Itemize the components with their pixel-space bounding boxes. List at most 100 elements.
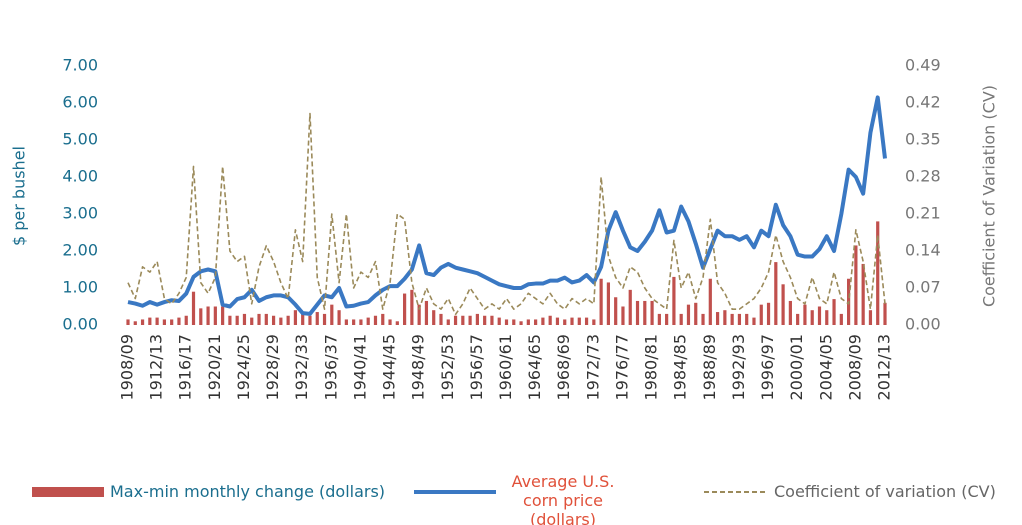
bar <box>344 319 348 325</box>
x-tick-label: 2012/13 <box>875 334 894 400</box>
bar <box>621 306 625 325</box>
y-tick-label: 1.00 <box>62 278 98 297</box>
bar <box>177 317 181 325</box>
bar <box>584 317 589 325</box>
bar <box>301 313 305 325</box>
bar <box>715 312 720 325</box>
legend-label: Max-min monthly change (dollars) <box>110 482 386 501</box>
x-tick-label: 1928/29 <box>263 334 282 400</box>
bar <box>395 321 399 325</box>
bar <box>512 319 516 325</box>
bar <box>424 300 429 325</box>
bar <box>293 310 298 325</box>
bar <box>810 310 814 325</box>
bar <box>730 313 734 325</box>
bar <box>148 317 152 325</box>
y2-tick-label: 0.14 <box>905 241 941 260</box>
bar <box>563 319 567 325</box>
bar <box>701 313 705 325</box>
x-tick-label: 1948/49 <box>409 334 428 400</box>
x-tick-label: 1988/89 <box>700 334 719 400</box>
bar <box>803 304 807 325</box>
y-tick-label: 6.00 <box>62 93 98 112</box>
x-tick-label: 1936/37 <box>321 334 340 400</box>
y2-axis-label: Coefficient of Variation (CV) <box>980 85 999 307</box>
bar <box>708 278 712 325</box>
x-tick-label: 1952/53 <box>438 334 457 400</box>
y-tick-label: 4.00 <box>62 167 98 186</box>
legend-swatch-line <box>414 490 496 494</box>
x-tick-label: 1912/13 <box>147 334 166 400</box>
bar <box>541 317 545 325</box>
bar <box>774 262 778 325</box>
y-tick-label: 3.00 <box>62 204 98 223</box>
x-tick-label: 2000/01 <box>787 334 806 400</box>
bar <box>883 302 887 325</box>
bar <box>191 291 196 325</box>
bar <box>570 317 574 325</box>
bar <box>490 315 494 325</box>
bar <box>279 317 283 325</box>
bar <box>657 313 661 325</box>
bar <box>432 310 436 325</box>
bar <box>737 313 742 325</box>
bar <box>504 319 509 325</box>
bar <box>337 310 341 325</box>
bar <box>861 263 865 325</box>
y2-tick-label: 0.28 <box>905 167 941 186</box>
x-tick-label: 1908/09 <box>118 334 137 400</box>
bar <box>271 315 276 325</box>
bar <box>402 293 407 325</box>
bar <box>483 315 487 325</box>
x-tick-label: 1944/45 <box>380 334 399 400</box>
bar <box>308 315 312 325</box>
bar <box>759 304 763 325</box>
bar <box>453 315 458 325</box>
bar <box>235 315 239 325</box>
bar <box>628 289 632 325</box>
bar <box>723 310 727 325</box>
bar <box>410 289 414 325</box>
bar <box>497 317 501 325</box>
bar <box>206 306 210 325</box>
bar <box>155 317 159 325</box>
bar <box>526 319 530 325</box>
x-tick-label: 1984/85 <box>671 334 690 400</box>
bar <box>519 321 523 325</box>
bar <box>388 319 392 325</box>
bar <box>876 221 880 325</box>
bar <box>446 319 450 325</box>
bar <box>366 317 370 325</box>
bar <box>606 282 611 325</box>
x-tick-label: 1916/17 <box>176 334 195 400</box>
x-tick-label: 1976/77 <box>612 334 631 400</box>
x-tick-label: 1924/25 <box>234 334 253 400</box>
bar <box>468 315 472 325</box>
bar <box>170 319 174 325</box>
bar <box>242 313 247 325</box>
x-tick-label: 1996/97 <box>758 334 777 400</box>
x-tick-label: 1960/61 <box>496 334 515 400</box>
y-tick-label: 5.00 <box>62 130 98 149</box>
bar <box>548 315 552 325</box>
bar <box>592 319 596 325</box>
bar <box>352 319 356 325</box>
bar <box>679 313 683 325</box>
bar <box>417 304 421 325</box>
x-tick-label: 1956/57 <box>467 334 486 400</box>
x-tick-label: 1968/69 <box>554 334 573 400</box>
bar <box>184 315 188 325</box>
bar <box>213 306 217 325</box>
bar <box>854 245 858 325</box>
bar <box>635 300 640 325</box>
bar <box>752 317 756 325</box>
bar <box>461 315 465 325</box>
y-tick-label: 7.00 <box>62 56 98 75</box>
bar <box>381 313 385 325</box>
bar <box>745 313 749 325</box>
y2-tick-label: 0.35 <box>905 130 941 149</box>
bar <box>475 313 479 325</box>
bar <box>796 313 800 325</box>
y2-tick-label: 0.21 <box>905 204 941 223</box>
bar <box>257 313 261 325</box>
